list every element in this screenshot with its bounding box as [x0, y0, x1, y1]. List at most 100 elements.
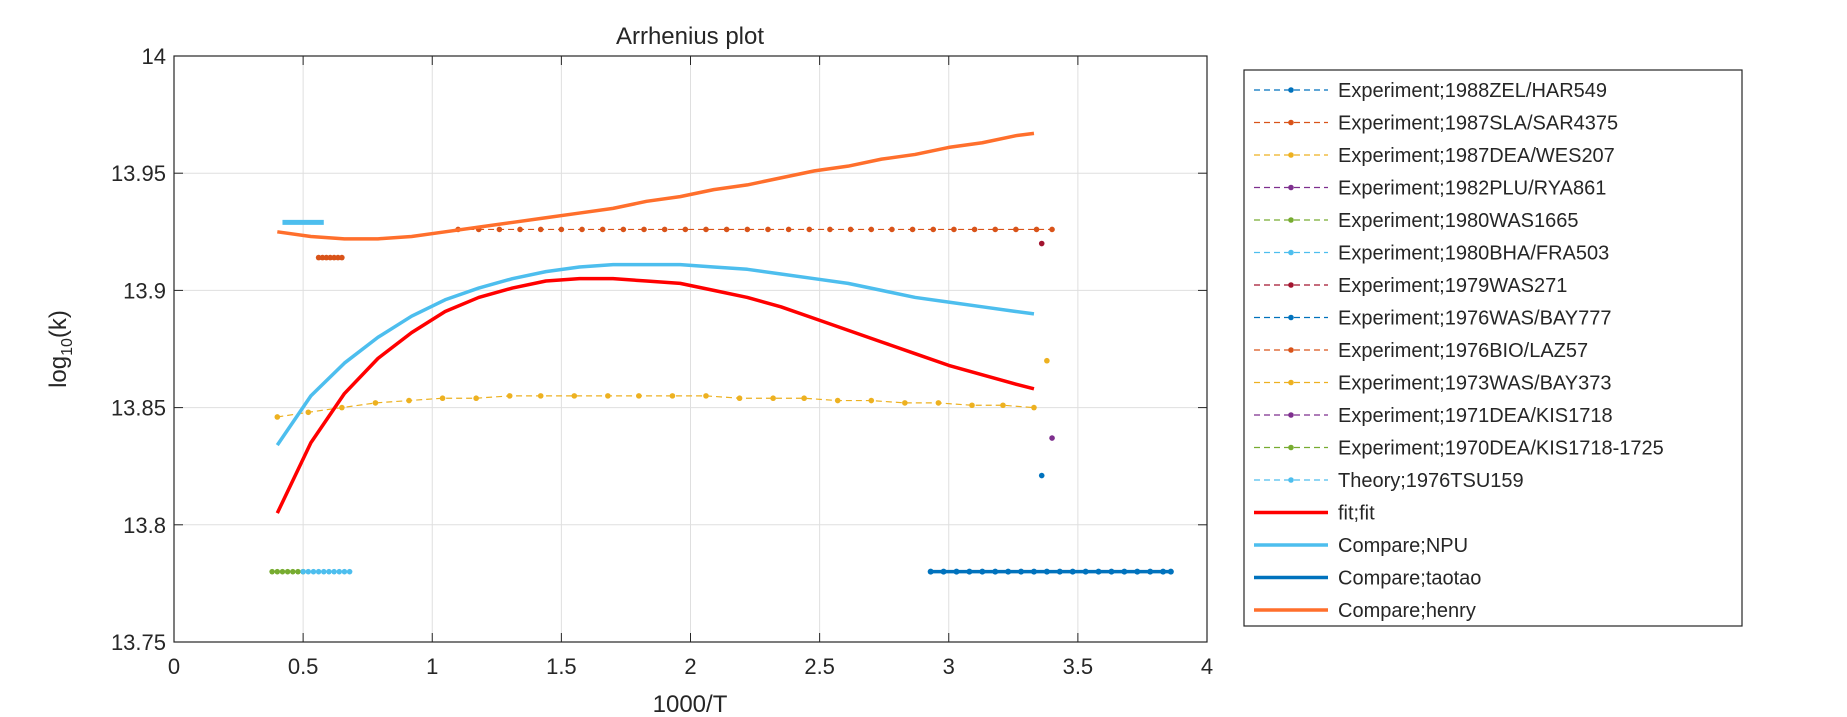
- legend-label: Theory;1976TSU159: [1338, 470, 1524, 492]
- data-point-experiment-1973was-bay373: [935, 400, 942, 406]
- legend-marker: [1288, 119, 1294, 126]
- data-point-compare-taotao: [940, 568, 947, 575]
- data-point-compare-taotao: [979, 568, 986, 575]
- x-tick-label: 4: [1201, 654, 1213, 679]
- legend-item-experiment-1979was271: Experiment;1979WAS271: [1254, 275, 1567, 297]
- data-point-experiment-1987sla-sar4375: [599, 226, 606, 233]
- data-point-experiment-1980bha-fra503: [326, 568, 332, 575]
- x-tick-label: 2.5: [804, 654, 835, 679]
- legend-item-experiment-1971dea-kis1718: Experiment;1971DEA/KIS1718: [1254, 405, 1613, 427]
- data-point-experiment-1973was-bay373: [372, 400, 379, 406]
- data-point-experiment-1973was-bay373: [537, 393, 544, 399]
- data-point-compare-taotao: [1167, 568, 1174, 575]
- data-point-experiment-1987sla-sar4375: [1033, 226, 1040, 233]
- legend-label: Compare;henry: [1338, 600, 1476, 622]
- data-point-compare-taotao: [1121, 568, 1128, 575]
- legend-label: Experiment;1976WAS/BAY777: [1338, 308, 1611, 330]
- y-tick-label: 13.95: [111, 161, 166, 186]
- legend-marker: [1288, 282, 1294, 288]
- legend-label: Experiment;1976BIO/LAZ57: [1338, 340, 1588, 362]
- data-point-experiment-1987sla-sar4375: [765, 226, 771, 233]
- data-point-experiment-1976bio-laz57: [319, 254, 326, 261]
- y-axis-label: log10(k): [45, 310, 76, 388]
- data-point-experiment-1980bha-fra503: [310, 568, 317, 575]
- legend-label: Experiment;1987SLA/SAR4375: [1338, 113, 1618, 135]
- data-point-experiment-1980was1665: [279, 568, 286, 575]
- legend-label: Experiment;1980WAS1665: [1338, 210, 1579, 232]
- data-point-experiment-1976bio-laz57: [331, 254, 337, 261]
- data-point-experiment-1980bha-fra503: [341, 568, 348, 575]
- y-tick-label: 14: [142, 44, 166, 69]
- legend-item-experiment-1976was-bay777: Experiment;1976WAS/BAY777: [1254, 308, 1611, 330]
- data-point-experiment-1980was1665: [274, 568, 281, 575]
- data-point-experiment-1973was-bay373: [571, 393, 578, 399]
- legend-item-experiment-1976bio-laz57: Experiment;1976BIO/LAZ57: [1254, 340, 1588, 362]
- data-point-experiment-1973was-bay373: [636, 393, 642, 399]
- data-point-experiment-1973was-bay373: [473, 395, 479, 402]
- data-point-experiment-1976bio-laz57: [315, 254, 322, 261]
- legend-item-experiment-1982plu-rya861: Experiment;1982PLU/RYA861: [1254, 178, 1606, 200]
- legend-label: Compare;taotao: [1338, 568, 1481, 590]
- y-tick-label: 13.85: [111, 396, 166, 421]
- x-tick-label: 1.5: [546, 654, 577, 679]
- legend-item-fit-fit: fit;fit: [1254, 503, 1375, 525]
- data-point-experiment-1987sla-sar4375: [785, 226, 792, 233]
- data-point-experiment-1973was-bay373: [506, 393, 513, 399]
- data-point-experiment-1980bha-fra503: [331, 568, 337, 575]
- data-point-experiment-1980bha-fra503: [315, 568, 322, 575]
- data-point-experiment-1980bha-fra503: [305, 568, 312, 575]
- legend-box: [1243, 69, 1743, 627]
- data-point-experiment-1987sla-sar4375: [806, 226, 813, 233]
- data-point-experiment-1973was-bay373: [736, 395, 743, 402]
- legend-marker: [1288, 347, 1294, 353]
- legend-item-experiment-1988zel-har549: Experiment;1988ZEL/HAR549: [1254, 80, 1607, 102]
- y-axis-label-base: log: [45, 356, 72, 388]
- data-point-experiment-1980bha-fra503: [336, 568, 343, 575]
- legend-item-experiment-1973was-bay373: Experiment;1973WAS/BAY373: [1254, 373, 1611, 395]
- series-line-experiment-1973was-bay373: [277, 395, 1035, 418]
- x-tick-label: 3.5: [1063, 654, 1094, 679]
- data-point-compare-taotao: [1160, 568, 1167, 575]
- data-point-compare-taotao: [1147, 568, 1154, 575]
- data-point-compare-taotao: [1030, 568, 1037, 575]
- data-point-experiment-1976bio-laz57: [339, 254, 345, 261]
- legend-marker: [1288, 412, 1294, 418]
- data-point-experiment-1973was-bay373: [770, 395, 776, 402]
- data-point-compare-taotao: [1082, 568, 1089, 575]
- legend-label: Experiment;1987DEA/WES207: [1338, 145, 1615, 167]
- x-tick-label: 0: [168, 654, 180, 679]
- data-point-experiment-1987sla-sar4375: [496, 226, 503, 233]
- x-axis-label: 1000/T: [653, 691, 728, 717]
- data-point-experiment-1987sla-sar4375: [744, 226, 751, 233]
- y-axis-label-subscript: 10: [59, 338, 76, 356]
- data-point-compare-taotao: [992, 568, 999, 575]
- legend-marker: [1288, 152, 1294, 158]
- legend-marker: [1288, 87, 1294, 93]
- legend-item-experiment-1970dea-kis1718-1725: Experiment;1970DEA/KIS1718-1725: [1254, 438, 1664, 460]
- chart-title: Arrhenius plot: [616, 23, 764, 50]
- data-point-experiment-1987sla-sar4375: [868, 226, 875, 233]
- data-layer: [269, 131, 1174, 575]
- legend-label: Experiment;1973WAS/BAY373: [1338, 373, 1611, 395]
- data-point-experiment-1987sla-sar4375: [703, 226, 709, 233]
- data-point-experiment-1987sla-sar4375: [951, 226, 957, 233]
- data-point-compare-taotao: [927, 568, 934, 575]
- data-point-experiment-1973was-bay373: [868, 397, 875, 404]
- data-point-compare-taotao: [966, 568, 973, 575]
- data-point-experiment-1987dea-wes207: [1044, 357, 1050, 364]
- legend-label: Experiment;1988ZEL/HAR549: [1338, 80, 1607, 102]
- data-point-compare-taotao: [1134, 568, 1141, 575]
- data-point-compare-taotao: [1108, 568, 1115, 575]
- legend-marker: [1288, 217, 1294, 223]
- data-point-experiment-1973was-bay373: [274, 414, 281, 420]
- axis-ticks: 0 0.5 1 1.5 2 2.5 3 3.5 4 13.75 13.8 13.85 13.9 13.95…: [111, 44, 1213, 679]
- data-point-compare-taotao: [1095, 568, 1102, 575]
- data-point-experiment-1976bio-laz57: [335, 254, 341, 261]
- data-point-experiment-1987sla-sar4375: [1013, 226, 1019, 233]
- data-point-experiment-1987sla-sar4375: [558, 226, 565, 233]
- legend-label: Experiment;1971DEA/KIS1718: [1338, 405, 1613, 427]
- data-point-experiment-1973was-bay373: [406, 397, 412, 404]
- data-point-experiment-1980was1665: [289, 568, 296, 575]
- data-point-experiment-1987sla-sar4375: [827, 226, 833, 233]
- data-point-experiment-1987sla-sar4375: [661, 226, 668, 233]
